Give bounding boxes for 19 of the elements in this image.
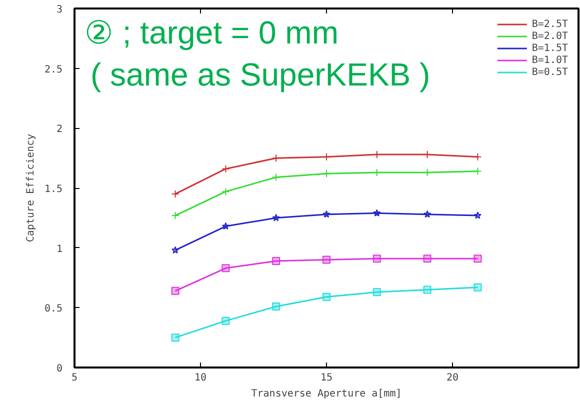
x-tick-label: 5 (71, 372, 78, 384)
legend-label: B=0.5T (532, 66, 568, 78)
x-tick-label: 10 (194, 372, 207, 384)
y-tick-label: 2.5 (44, 64, 62, 76)
legend-label: B=1.5T (532, 42, 568, 54)
y-tick-label: 1 (56, 244, 63, 255)
x-tick-label: 15 (320, 372, 333, 384)
x-axis-title: Transverse Aperture a[mm] (251, 388, 402, 400)
y-tick-label: 0 (56, 364, 63, 374)
text: ② ; target = 0 mm ( same as SuperKEKB ) (84, 14, 430, 92)
x-tick-label: 20 (446, 372, 459, 384)
legend-label: B=2.5T (532, 18, 568, 30)
y-tick-label: 2 (56, 124, 63, 136)
y-tick-label: 3 (56, 4, 63, 16)
legend-label: B=1.0T (532, 54, 568, 66)
y-tick-label: 1.5 (44, 184, 62, 195)
y-tick-label: 0.5 (44, 304, 62, 315)
y-axis-title: Capture Efficiency (25, 134, 36, 242)
legend-label: B=2.0T (532, 30, 568, 42)
